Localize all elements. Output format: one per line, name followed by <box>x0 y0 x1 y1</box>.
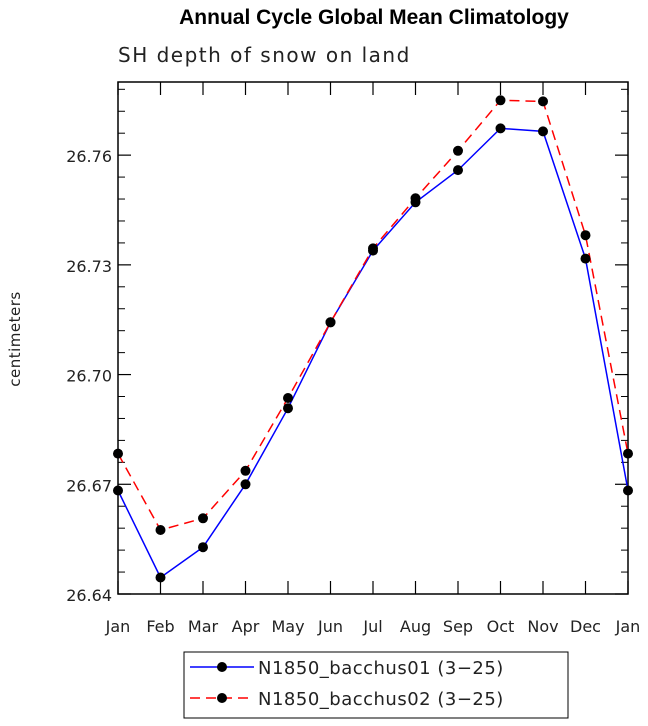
y-axis: 26.64 26.67 26.70 26.73 26.76 <box>66 88 628 605</box>
x-axis: Jan Feb Mar Apr May Jun Jul Aug Sep Oct Nov Dec Jan <box>105 82 641 636</box>
x-tick-label: Jan <box>105 617 131 636</box>
series-2-point <box>283 393 293 403</box>
x-tick-label: Apr <box>232 617 260 636</box>
legend-label-bacchus02: N1850_bacchus02 (3−25) <box>258 689 504 710</box>
x-tick-label: Jan <box>615 617 641 636</box>
x-tick-label: Feb <box>146 617 174 636</box>
y-tick-label: 26.70 <box>66 367 112 386</box>
x-tick-label: Dec <box>570 617 601 636</box>
legend-marker-bacchus02 <box>217 693 227 703</box>
series-2-point <box>155 525 166 535</box>
series-1-point <box>495 123 506 134</box>
x-tick-label: May <box>271 617 304 636</box>
series-2-point <box>410 193 421 204</box>
x-tick-label: Aug <box>400 617 431 636</box>
series-1-point <box>113 485 123 496</box>
x-tick-label: Sep <box>443 617 473 636</box>
series-2-point <box>325 317 336 328</box>
series-1-point <box>198 542 208 553</box>
series-2-point <box>113 448 123 459</box>
series-2-point <box>495 95 506 106</box>
series-1-point <box>623 485 633 496</box>
series-1-point <box>538 126 548 137</box>
series-2-point <box>198 513 208 524</box>
series-2-point <box>538 96 548 107</box>
series-2-point <box>623 448 633 459</box>
series-layer <box>113 95 633 583</box>
chart-title: Annual Cycle Global Mean Climatology <box>179 6 569 29</box>
series-1-point <box>283 403 293 414</box>
series-1-point <box>155 572 166 583</box>
y-axis-label: centimeters <box>6 291 24 386</box>
legend-label-bacchus01: N1850_bacchus01 (3−25) <box>258 658 504 679</box>
chart-subtitle: SH depth of snow on land <box>118 43 411 67</box>
series-2-point <box>368 243 378 254</box>
series-1-point <box>240 479 251 490</box>
series-1-point <box>580 253 591 264</box>
legend-marker-bacchus01 <box>217 662 227 672</box>
series-line-2 <box>117 99 629 531</box>
x-tick-label: Jul <box>362 617 382 636</box>
x-tick-label: Oct <box>487 617 515 636</box>
series-1-point <box>453 165 463 176</box>
legend: N1850_bacchus01 (3−25) N1850_bacchus02 (… <box>183 651 569 719</box>
x-tick-label: Jun <box>317 617 343 636</box>
series-2-point <box>240 465 251 476</box>
y-tick-label: 26.64 <box>66 586 112 605</box>
y-tick-label: 26.67 <box>66 476 112 495</box>
series-2-point <box>453 145 463 156</box>
legend-box <box>183 651 569 719</box>
x-tick-label: Mar <box>188 617 219 636</box>
series-2-point <box>580 230 591 241</box>
x-tick-label: Nov <box>527 617 558 636</box>
series-line-1 <box>117 127 629 579</box>
y-tick-label: 26.73 <box>66 257 112 276</box>
y-tick-label: 26.76 <box>66 147 112 166</box>
